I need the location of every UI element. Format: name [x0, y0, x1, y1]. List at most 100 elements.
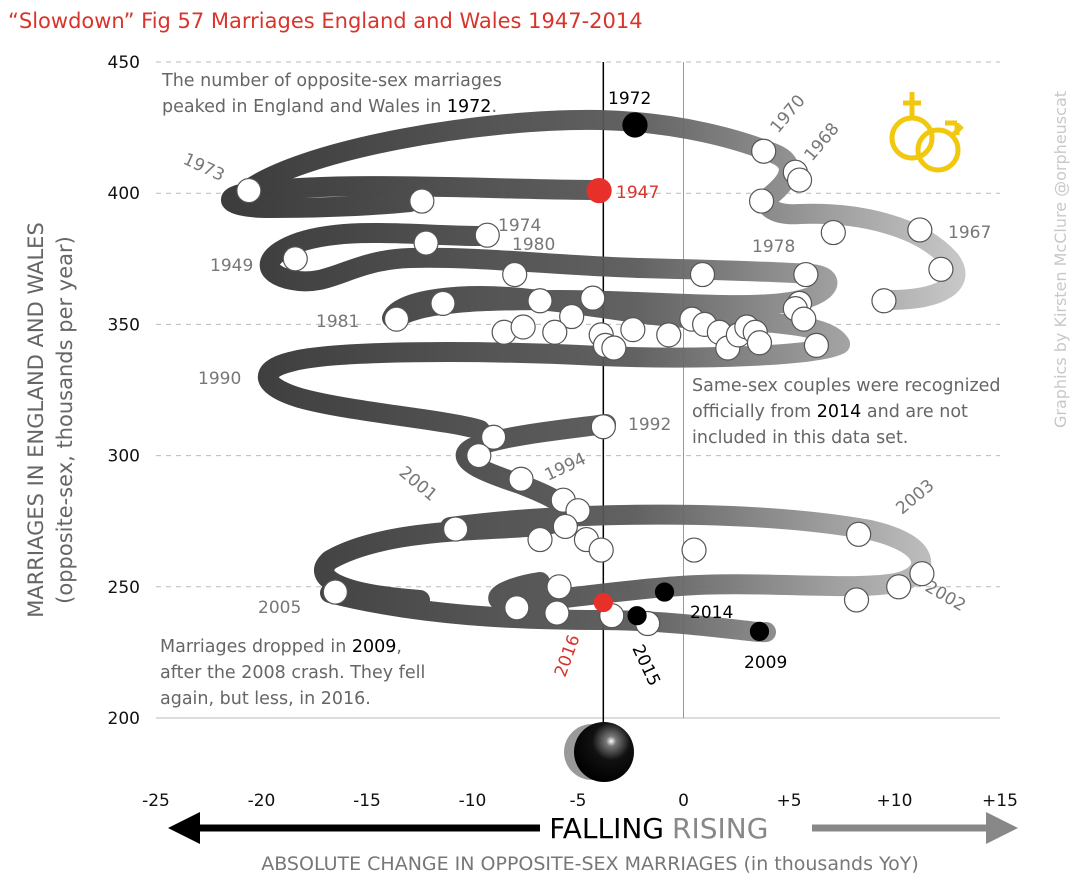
year-label-1973: 1973 — [180, 149, 228, 185]
data-point — [846, 521, 872, 547]
current-position-ball — [564, 722, 634, 782]
data-point — [580, 285, 606, 311]
data-point — [504, 595, 530, 621]
data-point — [689, 261, 716, 288]
year-label-1968: 1968 — [801, 119, 844, 165]
annotation-same-sex: Same-sex couples were recognized officia… — [692, 376, 1001, 448]
data-point — [508, 466, 534, 492]
data-point — [474, 222, 500, 248]
data-point — [383, 306, 410, 332]
data-point — [527, 526, 553, 553]
year-label-1992: 1992 — [628, 415, 671, 435]
x-tick-label: -10 — [459, 791, 487, 811]
data-point — [907, 217, 933, 243]
year-label-1967: 1967 — [948, 223, 991, 243]
data-point — [542, 319, 568, 345]
falling-label: FALLING — [549, 812, 664, 845]
data-point — [627, 606, 647, 626]
data-point — [409, 188, 435, 214]
data-point — [656, 322, 682, 348]
annotation-2009-line2: after the 2008 crash. They fell — [160, 663, 425, 683]
data-point — [546, 574, 572, 600]
data-point — [793, 261, 819, 288]
data-point — [622, 112, 648, 138]
annotation-2009-line1: Marriages dropped in 2009, — [160, 637, 402, 657]
year-label-2009: 2009 — [744, 653, 787, 673]
data-point — [843, 587, 870, 613]
year-label-1990: 1990 — [198, 369, 241, 389]
y-axis-label: MARRIAGES IN ENGLAND AND WALES — [24, 222, 48, 618]
data-point — [443, 516, 469, 542]
data-points — [236, 112, 954, 642]
y-axis-sublabel: (opposite-sex, thousands per year) — [53, 236, 77, 604]
data-point — [791, 306, 817, 332]
data-point — [654, 582, 675, 602]
annotation-1972-line1: The number of opposite-sex marriages — [161, 71, 502, 91]
chart-title: “Slowdown” Fig 57 Marriages England and … — [8, 9, 643, 33]
year-label-2002: 2002 — [922, 577, 969, 616]
data-point — [552, 513, 578, 540]
data-point — [751, 138, 777, 164]
year-label-1949: 1949 — [210, 256, 253, 276]
x-tick-label: 0 — [678, 791, 689, 811]
data-point — [746, 330, 773, 356]
annotation-same-sex-line1: Same-sex couples were recognized — [692, 376, 1001, 396]
data-point — [803, 332, 830, 358]
x-ticks: -25 -20 -15 -10 -5 0 +5 +10 +15 — [142, 791, 1018, 811]
direction-arrows: FALLING RISING — [168, 812, 1018, 845]
data-point — [481, 424, 507, 450]
y-tick-label: 400 — [108, 184, 140, 204]
data-point — [593, 592, 613, 613]
x-tick-label: +10 — [877, 791, 913, 811]
year-label-1980: 1980 — [512, 235, 555, 255]
data-point — [282, 246, 308, 272]
year-label-2016: 2016 — [551, 632, 585, 679]
year-label-1978: 1978 — [752, 237, 795, 257]
data-point — [322, 579, 348, 605]
year-label-1970: 1970 — [767, 91, 810, 137]
annotation-1972: The number of opposite-sex marriages pea… — [161, 71, 502, 117]
x-tick-label: +5 — [776, 791, 801, 811]
data-point — [588, 537, 614, 563]
data-point — [681, 537, 707, 563]
data-point — [590, 414, 616, 440]
year-label-1947: 1947 — [616, 183, 659, 203]
y-tick-label: 350 — [108, 315, 140, 335]
x-tick-label: -5 — [570, 791, 587, 811]
data-point — [820, 219, 846, 246]
data-point — [928, 256, 954, 282]
data-point — [413, 230, 439, 256]
data-point — [749, 621, 770, 642]
x-tick-label: -15 — [353, 791, 381, 811]
year-label-2001: 2001 — [395, 463, 441, 506]
data-point — [586, 177, 612, 204]
credit: Graphics by Kirsten McClure @orpheuscat — [1051, 91, 1070, 428]
data-point — [871, 288, 897, 314]
year-label-1994: 1994 — [542, 449, 590, 485]
y-tick-label: 200 — [108, 709, 140, 729]
data-point — [601, 335, 627, 361]
year-label-2003: 2003 — [892, 476, 938, 519]
y-ticks: 450 400 350 300 250 200 — [108, 53, 140, 729]
data-point — [502, 261, 528, 288]
data-point — [748, 188, 775, 214]
year-label-1972: 1972 — [608, 89, 651, 109]
annotation-2009: Marriages dropped in 2009, after the 200… — [160, 637, 425, 709]
annotation-same-sex-line3: included in this data set. — [692, 428, 908, 448]
year-label-1974: 1974 — [498, 216, 541, 236]
data-point — [544, 600, 570, 626]
year-label-1981: 1981 — [316, 312, 359, 332]
data-point — [430, 290, 456, 317]
data-point — [559, 303, 585, 330]
annotation-same-sex-line2: officially from 2014 and are not — [692, 402, 968, 422]
x-tick-label: -20 — [248, 791, 276, 811]
annotation-1972-line2: peaked in England and Wales in 1972. — [162, 97, 497, 117]
y-tick-label: 300 — [108, 447, 140, 467]
y-tick-label: 250 — [108, 578, 140, 598]
data-point — [886, 574, 912, 600]
year-label-2014: 2014 — [690, 603, 733, 623]
rising-label: RISING — [672, 812, 768, 845]
data-point — [909, 561, 935, 587]
x-axis-label: ABSOLUTE CHANGE IN OPPOSITE-SEX MARRIAGE… — [261, 853, 919, 875]
